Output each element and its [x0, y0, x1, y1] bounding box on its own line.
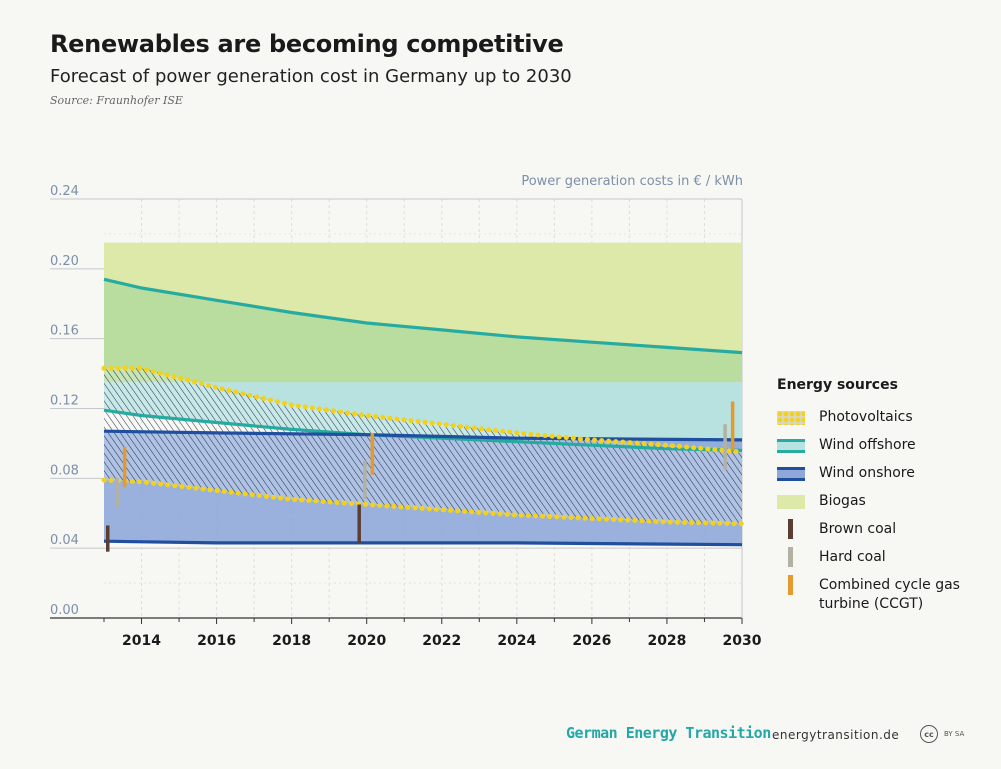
band-layer — [104, 243, 742, 545]
cc-icon: cc — [920, 725, 938, 743]
legend-item-brown-coal: Brown coal — [777, 519, 992, 547]
y-tick-label: 0.12 — [50, 394, 79, 409]
x-tick-label: 2020 — [347, 633, 386, 649]
legend-item-hard-coal: Hard coal — [777, 547, 992, 575]
legend-label-hard-coal: Hard coal — [819, 548, 994, 567]
legend-item-pv: Photovoltaics — [777, 407, 992, 435]
legend-label-brown-coal: Brown coal — [819, 520, 994, 539]
x-tick-label: 2026 — [572, 633, 611, 649]
hard-coal-swatch — [788, 547, 793, 567]
legend: Energy sources Photovoltaics Wind offsho… — [777, 377, 992, 615]
legend-item-biogas: Biogas — [777, 491, 992, 519]
y-tick-label: 0.16 — [50, 324, 79, 339]
x-tick-label: 2024 — [497, 633, 536, 649]
legend-item-ccgt: Combined cycle gas turbine (CCGT) — [777, 575, 992, 615]
wind-onshore-swatch — [777, 467, 805, 481]
legend-item-wind-onshore: Wind onshore — [777, 463, 992, 491]
footer-url[interactable]: energytransition.de — [772, 728, 899, 742]
x-tick-label: 2016 — [197, 633, 236, 649]
legend-item-wind-offshore: Wind offshore — [777, 435, 992, 463]
legend-title: Energy sources — [777, 377, 992, 393]
y-tick-label: 0.08 — [50, 463, 79, 478]
legend-label-biogas: Biogas — [819, 492, 994, 511]
legend-label-wind-offshore: Wind offshore — [819, 436, 994, 455]
pv-swatch — [777, 411, 805, 425]
y-tick-label: 0.00 — [50, 603, 79, 618]
biogas-swatch — [777, 495, 805, 509]
x-tick-label: 2018 — [272, 633, 311, 649]
brown-coal-swatch — [788, 519, 793, 539]
legend-label-pv: Photovoltaics — [819, 408, 994, 427]
x-tick-label: 2014 — [122, 633, 161, 649]
ccgt-swatch — [788, 575, 793, 595]
x-tick-label: 2030 — [723, 633, 762, 649]
cc-license-text: BY SA — [944, 730, 964, 738]
wind-offshore-swatch — [777, 439, 805, 453]
y-tick-label: 0.20 — [50, 254, 79, 269]
legend-label-ccgt: Combined cycle gas turbine (CCGT) — [819, 576, 994, 614]
y-tick-label: 0.24 — [50, 184, 79, 199]
footer-brand: German Energy Transition — [566, 724, 771, 742]
x-tick-label: 2028 — [647, 633, 686, 649]
legend-label-wind-onshore: Wind onshore — [819, 464, 994, 483]
x-tick-label: 2022 — [422, 633, 461, 649]
y-tick-label: 0.04 — [50, 533, 79, 548]
